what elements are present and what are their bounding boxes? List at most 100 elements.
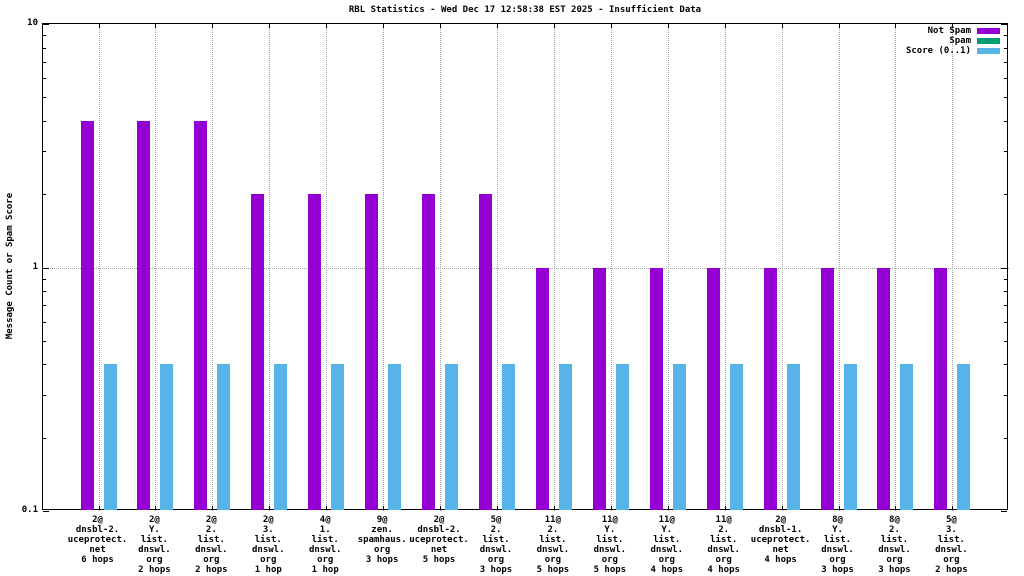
legend-item-not-spam: Not Spam <box>906 26 1000 36</box>
x-tick-bottom <box>952 506 954 510</box>
y-minor-tick-left <box>43 97 46 98</box>
y-minor-tick-right <box>1004 35 1007 36</box>
x-tick-label: 11@ Y. list. dnswl. org 5 hops <box>593 515 627 575</box>
x-tick-top <box>724 24 726 28</box>
gridline-x <box>440 24 442 511</box>
x-tick-bottom <box>326 506 328 510</box>
gridline-x <box>724 24 726 511</box>
y-minor-tick-right <box>1004 194 1007 195</box>
bar-score-0-1 <box>274 364 288 510</box>
y-tick-label: 1 <box>32 262 38 272</box>
bar-not-spam <box>763 267 777 510</box>
chart-title: RBL Statistics - Wed Dec 17 12:58:38 EST… <box>348 5 702 15</box>
y-minor-tick-right <box>1004 291 1007 292</box>
y-minor-tick-left <box>43 341 46 342</box>
y-minor-tick-left <box>43 194 46 195</box>
x-tick-label: 2@ 3. list. dnswl. org 1 hop <box>252 515 285 575</box>
x-tick-label: 5@ 3. list. dnswl. org 2 hops <box>935 515 968 575</box>
x-tick-top <box>838 24 840 28</box>
gridline-x <box>895 24 897 511</box>
y-minor-tick-left <box>43 291 46 292</box>
x-tick-top <box>952 24 954 28</box>
x-tick-top <box>212 24 214 28</box>
x-tick-top <box>610 24 612 28</box>
y-minor-tick-left <box>43 364 46 365</box>
x-tick-label: 2@ Y. list. dnswl. org 2 hops <box>138 515 171 575</box>
y-minor-tick-left <box>43 395 46 396</box>
y-minor-tick-left <box>43 35 46 36</box>
x-tick-label: 11@ Y. list. dnswl. org 4 hops <box>650 515 684 575</box>
bar-score-0-1 <box>388 364 402 510</box>
x-tick-bottom <box>667 506 669 510</box>
legend-swatch-spam <box>977 38 1000 44</box>
y-minor-tick-right <box>1004 78 1007 79</box>
x-tick-label: 2@ 2. list. dnswl. org 2 hops <box>195 515 228 575</box>
bar-not-spam <box>877 267 891 510</box>
x-tick-top <box>440 24 442 28</box>
bar-not-spam <box>934 267 948 510</box>
x-tick-label: 8@ 2. list. dnswl. org 3 hops <box>878 515 911 575</box>
bar-not-spam <box>365 194 379 510</box>
x-tick-label: 5@ 2. list. dnswl. org 3 hops <box>479 515 513 575</box>
y-minor-tick-right <box>1004 62 1007 63</box>
legend: Not Spam Spam Score (0..1) <box>906 26 1000 56</box>
bar-not-spam <box>194 120 208 510</box>
x-tick-bottom <box>610 506 612 510</box>
y-minor-tick-right <box>1004 395 1007 396</box>
x-tick-top <box>155 24 157 28</box>
bar-score-0-1 <box>672 364 686 510</box>
bar-not-spam <box>251 194 265 510</box>
bar-not-spam <box>308 194 322 510</box>
gridline-x <box>553 24 555 511</box>
x-tick-bottom <box>155 506 157 510</box>
legend-label-spam: Spam <box>949 36 971 46</box>
bar-score-0-1 <box>217 364 231 510</box>
gridline-x <box>269 24 271 511</box>
y-minor-tick-left <box>43 48 46 49</box>
x-tick-top <box>496 24 498 28</box>
y-minor-tick-right <box>1004 322 1007 323</box>
x-tick-bottom <box>269 506 271 510</box>
gridline-y1 <box>43 268 1009 269</box>
x-tick-top <box>553 24 555 28</box>
x-tick-top <box>667 24 669 28</box>
y-minor-tick-right <box>1004 364 1007 365</box>
x-tick-label: 2@ dnsbl-2. uceprotect. net 6 hops <box>67 515 128 565</box>
gridline-x <box>496 24 498 511</box>
y-major-tick-right <box>1001 268 1007 269</box>
y-minor-tick-left <box>43 121 46 122</box>
gridline-x <box>838 24 840 511</box>
x-tick-bottom <box>838 506 840 510</box>
x-tick-bottom <box>440 506 442 510</box>
x-tick-bottom <box>781 506 783 510</box>
x-tick-top <box>383 24 385 28</box>
legend-item-spam: Spam <box>906 36 1000 46</box>
bar-not-spam <box>649 267 663 510</box>
gridline-x <box>610 24 612 511</box>
x-tick-label: 11@ 2. list. dnswl. org 4 hops <box>707 515 740 575</box>
y-minor-tick-left <box>43 305 46 306</box>
bar-not-spam <box>706 267 720 510</box>
y-tick-label: 10 <box>27 18 38 28</box>
y-minor-tick-right <box>1004 305 1007 306</box>
x-tick-label: 4@ 1. list. dnswl. org 1 hop <box>308 515 342 575</box>
gridline-x <box>212 24 214 511</box>
bar-score-0-1 <box>501 364 515 510</box>
y-minor-tick-left <box>43 151 46 152</box>
y-major-tick-right <box>1001 511 1007 512</box>
x-tick-top <box>98 24 100 28</box>
bar-not-spam <box>592 267 606 510</box>
legend-swatch-not-spam <box>977 28 1000 34</box>
x-tick-label: 2@ dnsbl-1. uceprotect. net 4 hops <box>750 515 811 565</box>
x-tick-bottom <box>98 506 100 510</box>
gridline-x <box>952 24 954 511</box>
bar-score-0-1 <box>103 364 117 510</box>
y-minor-tick-left <box>43 438 46 439</box>
y-minor-tick-right <box>1004 121 1007 122</box>
bar-not-spam <box>422 194 436 510</box>
gridline-x <box>326 24 328 511</box>
x-tick-bottom <box>212 506 214 510</box>
x-tick-top <box>269 24 271 28</box>
x-tick-top <box>895 24 897 28</box>
